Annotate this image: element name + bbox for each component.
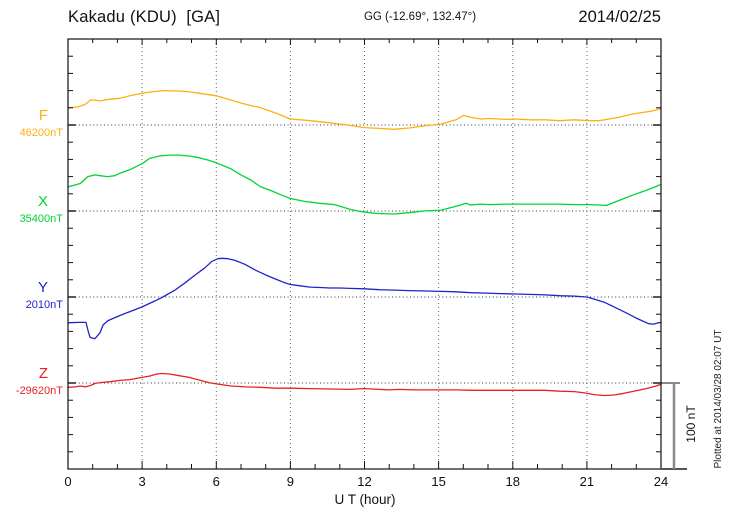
series-letter-Y: Y — [37, 279, 48, 296]
series-letter-X: X — [37, 193, 48, 210]
x-tick-label-12: 12 — [357, 474, 372, 489]
x-tick-label-3: 3 — [138, 474, 146, 489]
series-baseline-value-Y: 2010nT — [25, 299, 63, 311]
x-tick-label-24: 24 — [653, 474, 669, 489]
x-tick-label-6: 6 — [212, 474, 220, 489]
scale-bar-label: 100 nT — [684, 405, 698, 443]
series-baseline-value-Z: -29620nT — [15, 385, 63, 397]
x-tick-label-21: 21 — [579, 474, 595, 489]
geographic-coordinates: GG (-12.69°, 132.47°) — [363, 11, 477, 23]
x-axis-label: U T (hour) — [334, 492, 396, 507]
x-tick-label-0: 0 — [64, 474, 72, 489]
series-baseline-value-F: 46200nT — [19, 127, 63, 139]
x-tick-label-9: 9 — [286, 474, 294, 489]
date-label: 2014/02/25 — [578, 8, 661, 26]
series-letter-F: F — [38, 107, 48, 124]
plot-timestamp-watermark: Plotted at 2014/03/28 02:07 UT — [713, 329, 724, 469]
series-letter-Z: Z — [38, 365, 48, 382]
page-title: Kakadu (KDU) [GA] — [68, 8, 221, 26]
x-tick-label-18: 18 — [505, 474, 520, 489]
x-tick-label-15: 15 — [431, 474, 446, 489]
series-baseline-value-X: 35400nT — [19, 213, 63, 225]
